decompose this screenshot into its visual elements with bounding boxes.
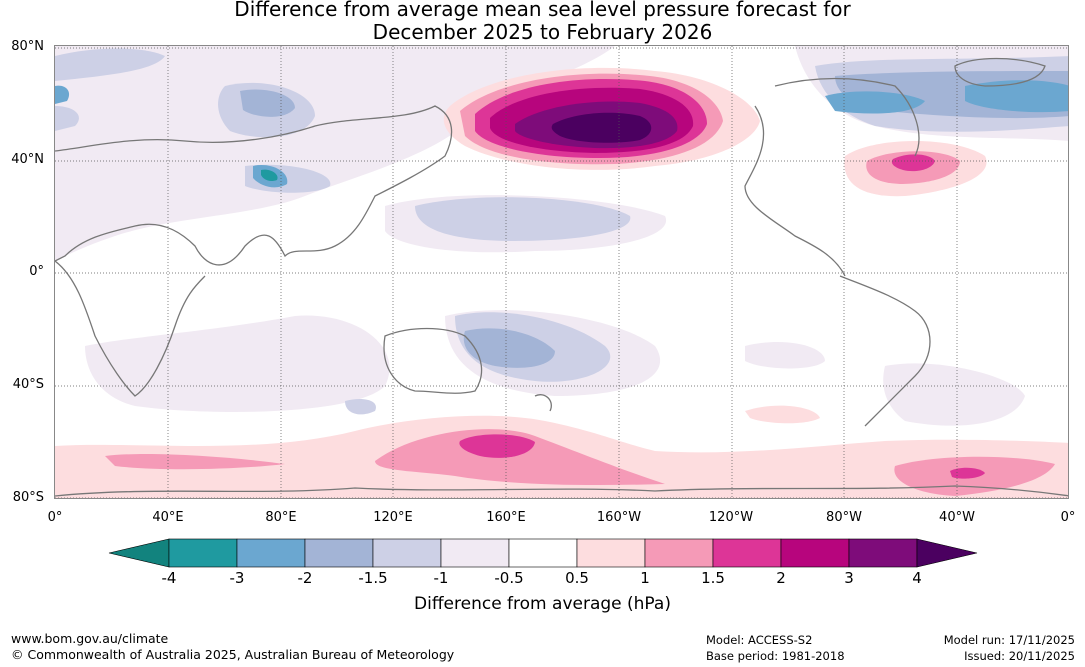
graticule xyxy=(55,46,1068,498)
lon-label-80w: 80°W xyxy=(826,510,862,525)
colorbar-tick-label: 0.5 xyxy=(565,569,589,587)
lon-label-80e: 80°E xyxy=(265,510,297,525)
colorbar-tick-label: -1.5 xyxy=(358,569,388,587)
footer-base-period: Base period: 1981-2018 xyxy=(706,649,845,663)
lat-label-80n: 80°N xyxy=(11,39,44,54)
chart-title-line-2: December 2025 to February 2026 xyxy=(372,20,713,44)
lon-label-0-east: 0° xyxy=(1060,510,1076,525)
colorbar-tick-label: -0.5 xyxy=(494,569,524,587)
lat-label-40n: 40°N xyxy=(11,152,44,167)
colorbar-segment xyxy=(848,538,918,568)
lon-label-120w: 120°W xyxy=(708,510,754,525)
chart-title-line-1: Difference from average mean sea level p… xyxy=(234,0,851,21)
colorbar-title: Difference from average (hPa) xyxy=(414,594,671,614)
anomaly-map xyxy=(54,45,1069,499)
colorbar-segment xyxy=(508,538,578,568)
colorbar-segment xyxy=(168,538,238,568)
north-atlantic-high xyxy=(844,141,987,197)
lon-label-40w: 40°W xyxy=(939,510,975,525)
coastlines xyxy=(55,57,1068,497)
lon-label-0-west: 0° xyxy=(47,510,63,525)
colorbar-tick-label: 4 xyxy=(912,569,922,587)
tibetan-plateau-low xyxy=(253,165,288,188)
colorbar-segments xyxy=(108,538,978,568)
footer-issued: Issued: 20/11/2025 xyxy=(964,649,1075,663)
footer-url: www.bom.gov.au/climate xyxy=(11,631,169,646)
colorbar-tick-label: 1.5 xyxy=(701,569,725,587)
colorbar-segment xyxy=(644,538,714,568)
lat-label-40s: 40°S xyxy=(12,377,44,392)
colorbar-extend-low xyxy=(108,538,170,568)
colorbar-tick-label: 1 xyxy=(640,569,650,587)
lon-label-160w: 160°W xyxy=(596,510,642,525)
colorbar-extend-high xyxy=(916,538,978,568)
colorbar-tick-label: 2 xyxy=(776,569,786,587)
colorbar-tick-label: -2 xyxy=(297,569,313,587)
footer-model: Model: ACCESS-S2 xyxy=(706,633,813,647)
colorbar-segment xyxy=(780,538,850,568)
footer-copyright: © Commonwealth of Australia 2025, Austra… xyxy=(11,647,455,662)
footer-model-run: Model run: 17/11/2025 xyxy=(943,633,1075,647)
lon-label-120e: 120°E xyxy=(373,510,413,525)
lon-label-40e: 40°E xyxy=(152,510,184,525)
colorbar-segment xyxy=(440,538,510,568)
lon-label-160e: 160°E xyxy=(486,510,526,525)
colorbar-tick-label: 3 xyxy=(844,569,854,587)
colorbar-segment xyxy=(576,538,646,568)
southern-ocean-band xyxy=(55,405,1068,498)
anomaly-map-svg xyxy=(55,46,1068,498)
colorbar-tick-label: -1 xyxy=(433,569,449,587)
north-pacific-high xyxy=(443,67,760,170)
colorbar-segment xyxy=(712,538,782,568)
colorbar-segment xyxy=(372,538,442,568)
lat-label-80s: 80°S xyxy=(12,490,44,505)
colorbar-segment xyxy=(236,538,306,568)
colorbar xyxy=(108,538,978,568)
lat-label-0: 0° xyxy=(29,264,44,279)
colorbar-tick-label: -3 xyxy=(229,569,245,587)
colorbar-segment xyxy=(304,538,374,568)
arctic-atlantic-low xyxy=(55,80,1068,114)
colorbar-tick-label: -4 xyxy=(161,569,177,587)
